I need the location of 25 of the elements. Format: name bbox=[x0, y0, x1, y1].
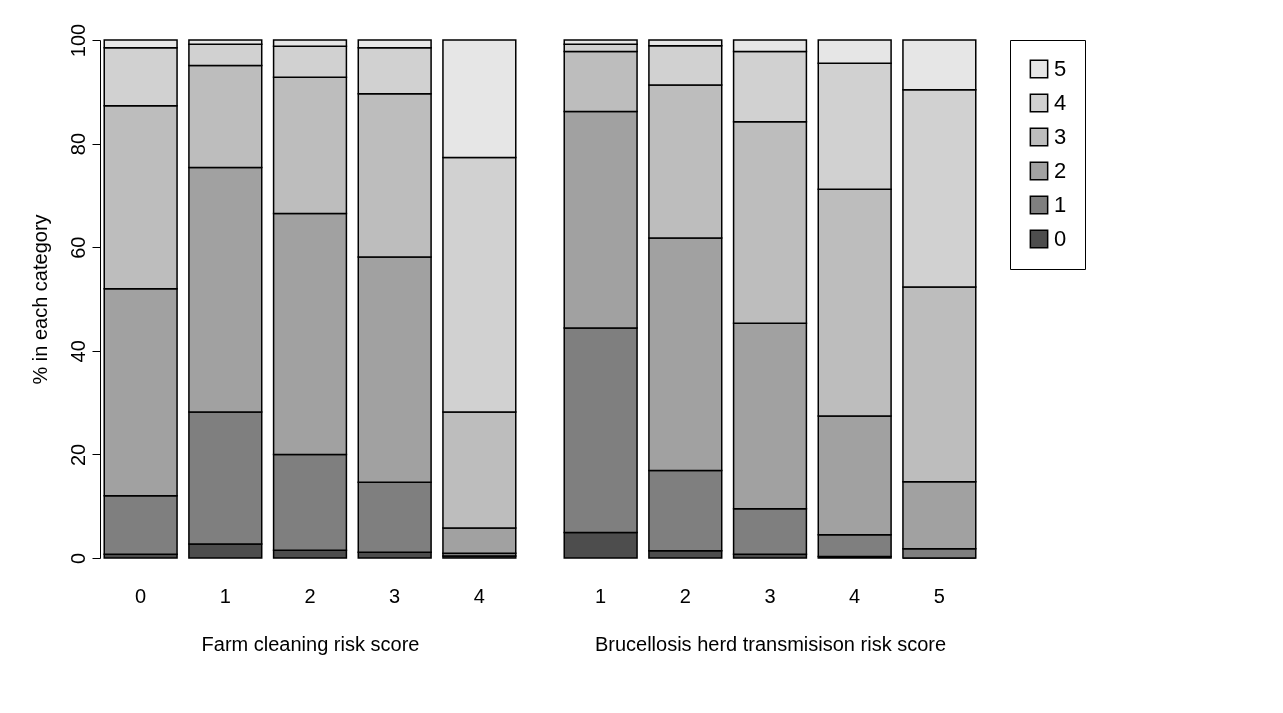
y-tick-label: 40 bbox=[66, 340, 89, 363]
y-tick-label: 0 bbox=[66, 552, 89, 565]
y-tick-label: 100 bbox=[66, 23, 89, 58]
x-tick-label: 2 bbox=[304, 584, 316, 607]
legend-label: 4 bbox=[1054, 90, 1067, 115]
x-tick-label: 3 bbox=[764, 584, 776, 607]
x-tick-label: 5 bbox=[933, 584, 945, 607]
legend-label: 1 bbox=[1054, 192, 1067, 217]
x-axis-title: Farm cleaning risk score bbox=[201, 632, 420, 655]
y-tick-label: 20 bbox=[66, 443, 89, 467]
legend-label: 2 bbox=[1054, 158, 1067, 183]
x-tick-label: 3 bbox=[389, 584, 401, 607]
legend-label: 5 bbox=[1054, 56, 1067, 81]
y-axis-title: % in each category bbox=[28, 214, 51, 385]
legend-label: 0 bbox=[1054, 226, 1067, 251]
x-tick-label: 4 bbox=[473, 584, 485, 607]
x-tick-label: 4 bbox=[849, 584, 861, 607]
y-tick-label: 80 bbox=[66, 132, 89, 156]
x-tick-label: 2 bbox=[679, 584, 691, 607]
x-tick-label: 0 bbox=[135, 584, 147, 607]
y-tick-label: 60 bbox=[66, 236, 89, 259]
legend-label: 3 bbox=[1054, 124, 1067, 149]
x-tick-label: 1 bbox=[595, 584, 607, 607]
x-tick-label: 1 bbox=[219, 584, 231, 607]
x-axis-title: Brucellosis herd transmisison risk score bbox=[594, 632, 947, 655]
